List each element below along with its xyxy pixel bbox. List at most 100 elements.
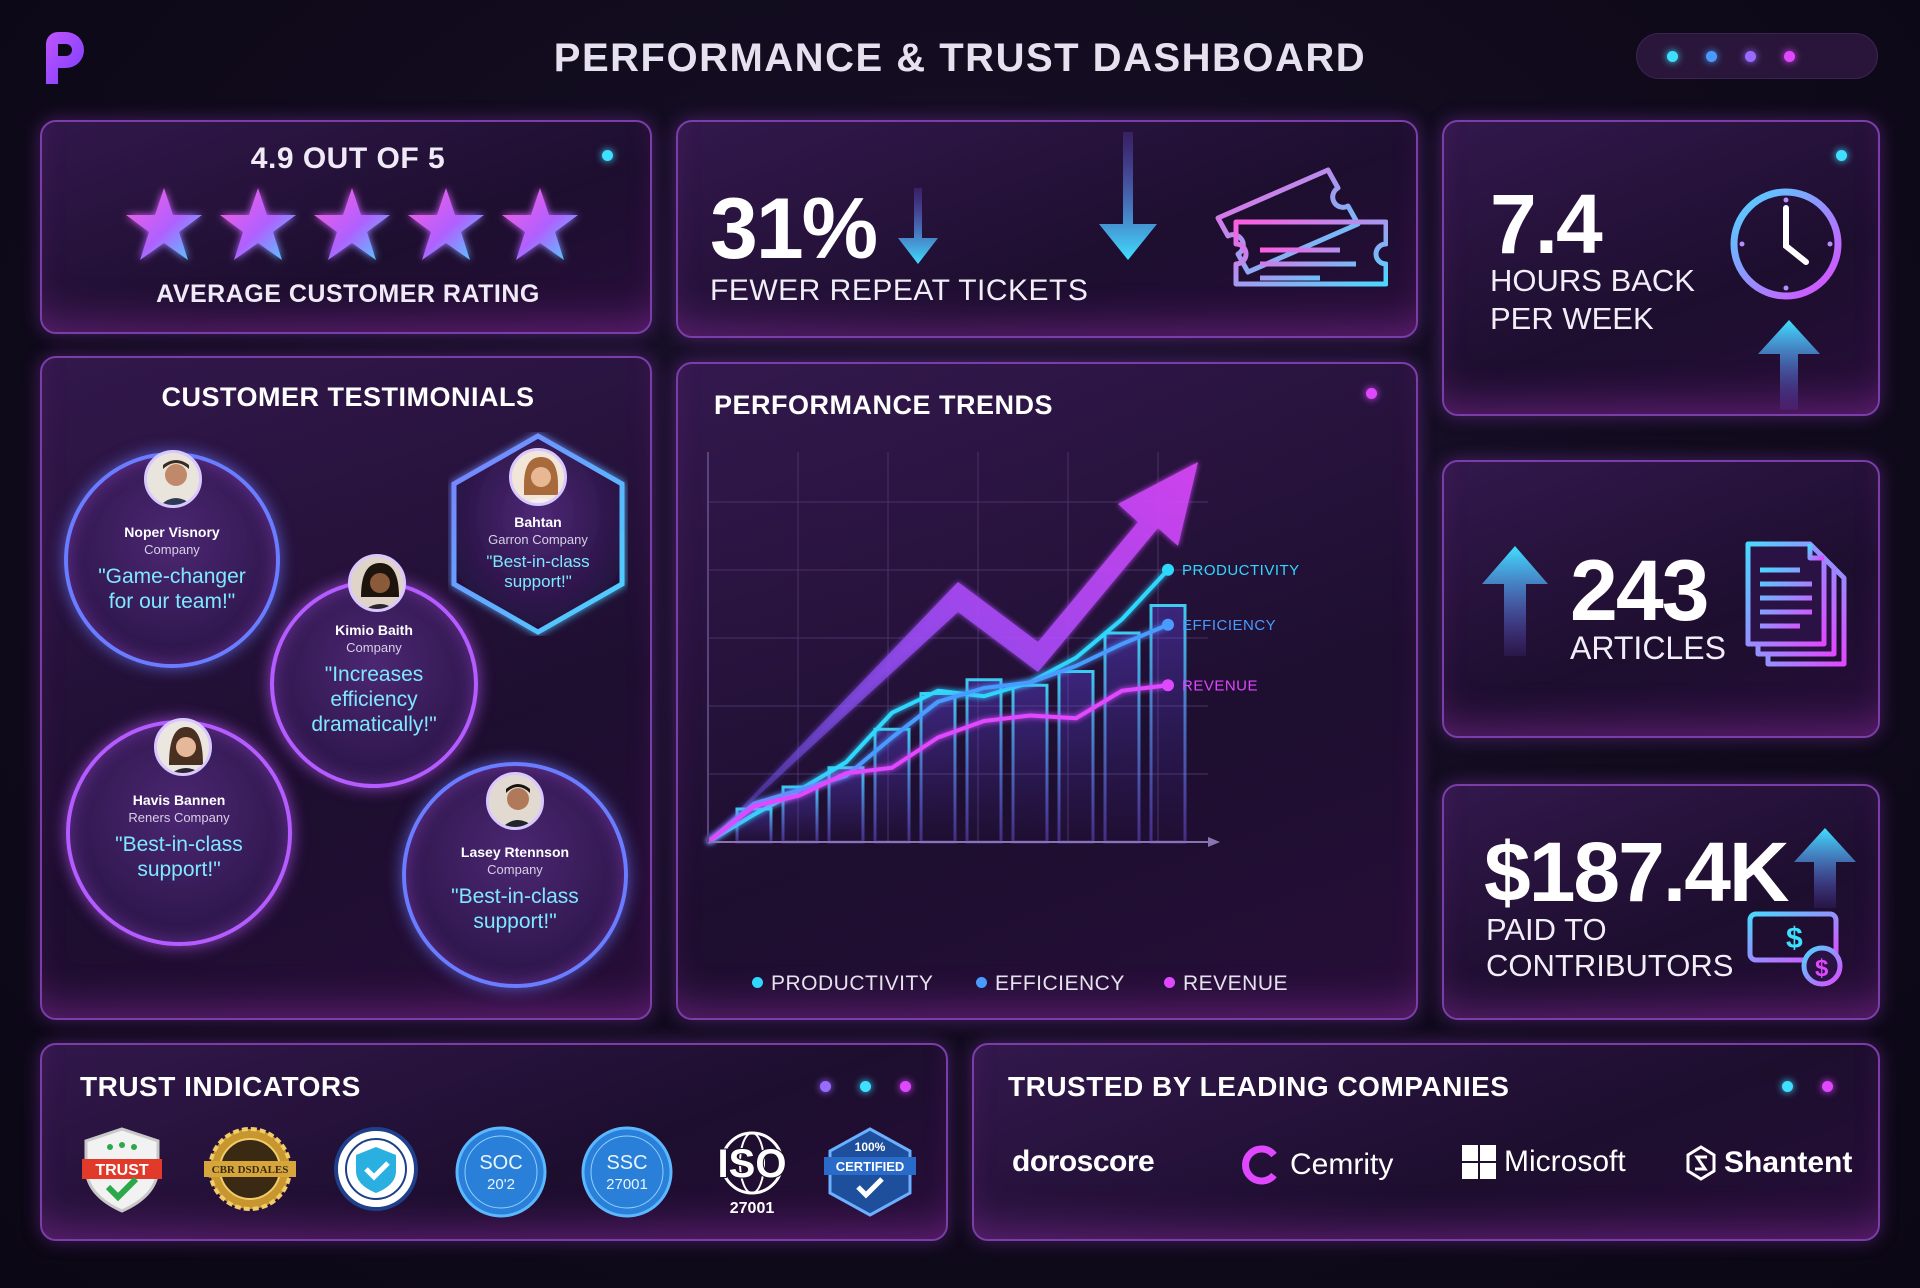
series-end-label: EFFICIENCY <box>1182 617 1276 634</box>
badge-label: TRUST <box>95 1162 149 1179</box>
legend-item-productivity[interactable]: PRODUCTIVITY <box>752 972 933 996</box>
person-icon <box>512 451 564 503</box>
articles-card: 243 ARTICLES <box>1442 460 1880 738</box>
paid-label: PAID TO CONTRIBUTORS <box>1486 912 1734 983</box>
companies-card: TRUSTED BY LEADING COMPANIES doroscore C… <box>972 1043 1880 1241</box>
testimonial-name: Noper Visnory <box>124 524 220 540</box>
brand-logo-icon[interactable] <box>40 30 92 86</box>
series-end-label: PRODUCTIVITY <box>1182 562 1300 579</box>
star-icon <box>126 188 202 260</box>
person-icon <box>351 557 403 609</box>
soc-badge-icon[interactable]: SOC 20'2 <box>454 1125 548 1219</box>
trend-arrow-icon <box>708 462 1198 842</box>
page-dot[interactable] <box>1667 51 1678 62</box>
avatar <box>144 450 202 508</box>
ssc-badge-icon[interactable]: SSC 27001 <box>580 1125 674 1219</box>
testimonials-card: CUSTOMER TESTIMONIALS Noper Visnory Comp… <box>40 356 652 1020</box>
person-icon <box>147 453 199 505</box>
testimonial-company: Company <box>487 862 543 877</box>
hours-value: 7.4 <box>1490 177 1603 271</box>
avatar <box>348 554 406 612</box>
company-name: doroscore <box>1012 1145 1155 1178</box>
series-endpoint <box>1162 563 1174 576</box>
page-dot[interactable] <box>1745 51 1756 62</box>
rating-label: AVERAGE CUSTOMER RATING <box>156 280 540 308</box>
status-dot <box>900 1081 911 1092</box>
page-dot[interactable] <box>1784 51 1795 62</box>
company-name: Cemrity <box>1290 1148 1394 1181</box>
series-line-revenue <box>706 683 1169 844</box>
status-dot <box>860 1081 871 1092</box>
person-icon <box>489 775 541 827</box>
clock-icon <box>1730 188 1842 300</box>
certified-badge-icon[interactable]: 100% CERTIFIED <box>820 1125 920 1219</box>
performance-chart: PRODUCTIVITY EFFICIENCY REVENUE <box>706 452 1300 847</box>
company-logo-cemrity[interactable]: Cemrity <box>1242 1145 1393 1185</box>
paid-value: $187.4K <box>1484 825 1790 919</box>
company-logo-doroscore[interactable]: doroscore <box>1012 1145 1155 1179</box>
testimonial-card[interactable]: Lasey Rtennson Company "Best-in-class su… <box>402 762 628 988</box>
arrow-up-icon <box>1794 828 1856 908</box>
rating-value: 4.9 OUT OF 5 <box>250 142 446 175</box>
page-indicator[interactable] <box>1636 33 1878 79</box>
series-endpoint <box>1162 618 1174 631</box>
legend-label: REVENUE <box>1183 972 1289 995</box>
status-dot <box>1822 1081 1833 1092</box>
testimonial-name: Lasey Rtennson <box>460 844 570 860</box>
testimonial-card[interactable]: Noper Visnory Company "Game-changer for … <box>64 450 280 668</box>
svg-text:$: $ <box>1815 955 1829 982</box>
testimonial-name: Kimio Baith <box>335 622 413 638</box>
testimonial-card[interactable]: Havis Bannen Reners Company "Best-in-cla… <box>66 718 292 946</box>
testimonial-name: Havis Bannen <box>132 792 226 808</box>
arrow-down-icon <box>898 188 938 264</box>
verified-seal-icon[interactable] <box>332 1125 420 1213</box>
testimonial-card[interactable]: Kimio Baith Company "Increases efficienc… <box>270 554 478 788</box>
iso-badge-icon[interactable]: ISO 27001 <box>702 1125 802 1219</box>
status-dot <box>602 150 613 161</box>
tickets-label: FEWER REPEAT TICKETS <box>710 274 1089 307</box>
cemrity-logo-icon <box>1242 1145 1277 1185</box>
chart-bar <box>1103 631 1141 844</box>
gold-seal-icon[interactable]: CBR DSDALES <box>200 1125 300 1213</box>
chart-title: PERFORMANCE TRENDS <box>714 390 1054 420</box>
avatar <box>509 448 567 506</box>
testimonial-quote: "Best-in-class support!" <box>486 552 590 591</box>
testimonial-company: Garron Company <box>488 532 588 547</box>
page-title: PERFORMANCE & TRUST DASHBOARD <box>553 36 1367 80</box>
money-icon: $ $ <box>1747 911 1843 987</box>
chart-bar <box>1057 670 1095 844</box>
badge-label: CBR DSDALES <box>212 1164 289 1176</box>
badge-sublabel: 20'2 <box>487 1176 515 1193</box>
chart-axes <box>707 452 1220 847</box>
legend-item-efficiency[interactable]: EFFICIENCY <box>976 972 1125 996</box>
star-icon <box>314 188 390 260</box>
badge-label: SSC <box>606 1152 647 1174</box>
legend-item-revenue[interactable]: REVENUE <box>1164 972 1288 996</box>
svg-text:$: $ <box>1786 922 1803 955</box>
rating-card: 4.9 OUT OF 5 AVERAGE CUSTOMER RATING <box>40 120 652 334</box>
star-rating <box>126 188 578 260</box>
company-logo-microsoft[interactable]: Microsoft <box>1462 1145 1626 1179</box>
testimonial-quote: "Increases efficiency dramatically!" <box>311 663 437 736</box>
arrow-up-icon <box>1758 320 1820 410</box>
badge-label: SOC <box>479 1152 522 1174</box>
microsoft-logo-icon <box>1462 1145 1496 1179</box>
company-logo-shantent[interactable]: Shantent <box>1686 1145 1852 1181</box>
trust-shield-icon[interactable]: TRUST <box>78 1125 166 1213</box>
hours-card: 7.4 HOURS BACK PER WEEK <box>1442 120 1880 416</box>
legend-dot <box>976 976 987 988</box>
articles-label: ARTICLES <box>1570 630 1726 666</box>
avatar <box>154 718 212 776</box>
trend-arrow-shape <box>708 462 1198 842</box>
chart-end-labels: PRODUCTIVITY EFFICIENCY REVENUE <box>1182 562 1300 695</box>
company-name: Microsoft <box>1504 1145 1626 1178</box>
testimonial-card[interactable]: Bahtan Garron Company "Best-in-class sup… <box>448 432 628 636</box>
chart-bars <box>735 604 1187 844</box>
legend-label: EFFICIENCY <box>995 972 1125 995</box>
trends-card: PRODUCTIVITY EFFICIENCY REVENUE PERFORMANC… <box>676 362 1418 1020</box>
arrow-down-icon <box>1099 132 1157 260</box>
chart-bar <box>1011 683 1049 844</box>
hexagon-frame <box>451 433 625 635</box>
paid-card: $187.4K PAID TO CONTRIBUTORS $ $ <box>1442 784 1880 1020</box>
page-dot[interactable] <box>1706 51 1717 62</box>
